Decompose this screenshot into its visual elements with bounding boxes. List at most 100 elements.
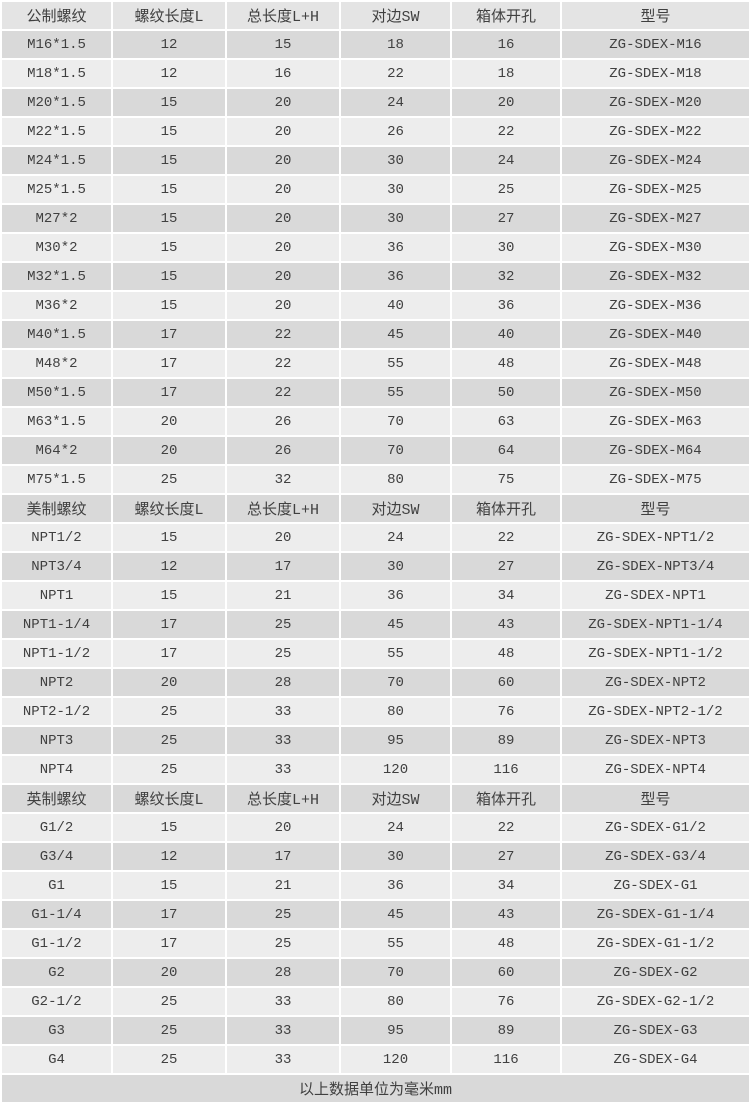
- value-cell: 34: [452, 872, 560, 899]
- value-cell: 15: [113, 872, 225, 899]
- value-cell: 22: [227, 321, 339, 348]
- value-cell: 18: [452, 60, 560, 87]
- value-cell: 116: [452, 1046, 560, 1073]
- thread-size-cell: M50*1.5: [2, 379, 111, 406]
- value-cell: 76: [452, 988, 560, 1015]
- value-cell: 22: [227, 350, 339, 377]
- value-cell: 15: [113, 176, 225, 203]
- value-cell: 25: [227, 640, 339, 667]
- column-header: 螺纹长度L: [113, 785, 225, 812]
- spec-row: M48*2 17 22 55 48 ZG-SDEX-M48: [2, 350, 749, 377]
- value-cell: 89: [452, 1017, 560, 1044]
- value-cell: 33: [227, 756, 339, 783]
- value-cell: 120: [341, 756, 450, 783]
- thread-size-cell: NPT4: [2, 756, 111, 783]
- value-cell: 22: [452, 118, 560, 145]
- spec-row: NPT1 15 21 36 34 ZG-SDEX-NPT1: [2, 582, 749, 609]
- value-cell: 30: [341, 205, 450, 232]
- value-cell: 17: [227, 553, 339, 580]
- value-cell: 17: [227, 843, 339, 870]
- column-header: 型号: [562, 495, 749, 522]
- value-cell: 27: [452, 205, 560, 232]
- thread-size-cell: NPT1: [2, 582, 111, 609]
- spec-row: NPT2-1/2 25 33 80 76 ZG-SDEX-NPT2-1/2: [2, 698, 749, 725]
- thread-size-cell: G1-1/2: [2, 930, 111, 957]
- value-cell: 20: [227, 814, 339, 841]
- value-cell: 20: [113, 437, 225, 464]
- spec-row: M63*1.5 20 26 70 63 ZG-SDEX-M63: [2, 408, 749, 435]
- column-header: 箱体开孔: [452, 2, 560, 29]
- value-cell: 80: [341, 988, 450, 1015]
- value-cell: 20: [227, 89, 339, 116]
- spec-row: M22*1.5 15 20 26 22 ZG-SDEX-M22: [2, 118, 749, 145]
- spec-row: M30*2 15 20 36 30 ZG-SDEX-M30: [2, 234, 749, 261]
- value-cell: 17: [113, 379, 225, 406]
- column-header: 英制螺纹: [2, 785, 111, 812]
- value-cell: 80: [341, 466, 450, 493]
- spec-row: M24*1.5 15 20 30 24 ZG-SDEX-M24: [2, 147, 749, 174]
- value-cell: 20: [113, 669, 225, 696]
- value-cell: 22: [341, 60, 450, 87]
- model-cell: ZG-SDEX-G4: [562, 1046, 749, 1073]
- column-header: 总长度L+H: [227, 495, 339, 522]
- value-cell: 12: [113, 843, 225, 870]
- thread-size-cell: NPT2: [2, 669, 111, 696]
- value-cell: 25: [113, 466, 225, 493]
- column-header: 美制螺纹: [2, 495, 111, 522]
- spec-row: NPT3/4 12 17 30 27 ZG-SDEX-NPT3/4: [2, 553, 749, 580]
- value-cell: 43: [452, 901, 560, 928]
- value-cell: 21: [227, 872, 339, 899]
- thread-size-cell: M36*2: [2, 292, 111, 319]
- model-cell: ZG-SDEX-NPT1: [562, 582, 749, 609]
- value-cell: 22: [452, 814, 560, 841]
- value-cell: 15: [113, 89, 225, 116]
- model-cell: ZG-SDEX-G1/2: [562, 814, 749, 841]
- value-cell: 48: [452, 350, 560, 377]
- value-cell: 25: [227, 930, 339, 957]
- value-cell: 89: [452, 727, 560, 754]
- spec-row: G3/4 12 17 30 27 ZG-SDEX-G3/4: [2, 843, 749, 870]
- model-cell: ZG-SDEX-M22: [562, 118, 749, 145]
- value-cell: 45: [341, 901, 450, 928]
- spec-row: NPT1-1/2 17 25 55 48 ZG-SDEX-NPT1-1/2: [2, 640, 749, 667]
- model-cell: ZG-SDEX-G1-1/4: [562, 901, 749, 928]
- value-cell: 17: [113, 321, 225, 348]
- value-cell: 25: [113, 1046, 225, 1073]
- value-cell: 25: [113, 1017, 225, 1044]
- value-cell: 15: [113, 524, 225, 551]
- value-cell: 17: [113, 930, 225, 957]
- thread-size-cell: G1/2: [2, 814, 111, 841]
- column-header: 对边SW: [341, 785, 450, 812]
- value-cell: 116: [452, 756, 560, 783]
- model-cell: ZG-SDEX-G2-1/2: [562, 988, 749, 1015]
- model-cell: ZG-SDEX-NPT2: [562, 669, 749, 696]
- value-cell: 20: [227, 234, 339, 261]
- value-cell: 36: [452, 292, 560, 319]
- value-cell: 33: [227, 988, 339, 1015]
- value-cell: 15: [113, 234, 225, 261]
- value-cell: 30: [341, 843, 450, 870]
- column-header: 总长度L+H: [227, 785, 339, 812]
- spec-row: G4 25 33 120 116 ZG-SDEX-G4: [2, 1046, 749, 1073]
- column-header: 型号: [562, 2, 749, 29]
- model-cell: ZG-SDEX-G3/4: [562, 843, 749, 870]
- model-cell: ZG-SDEX-NPT1/2: [562, 524, 749, 551]
- value-cell: 17: [113, 901, 225, 928]
- model-cell: ZG-SDEX-NPT3: [562, 727, 749, 754]
- value-cell: 40: [452, 321, 560, 348]
- value-cell: 20: [227, 147, 339, 174]
- thread-size-cell: G4: [2, 1046, 111, 1073]
- value-cell: 27: [452, 553, 560, 580]
- model-cell: ZG-SDEX-M48: [562, 350, 749, 377]
- model-cell: ZG-SDEX-NPT1-1/4: [562, 611, 749, 638]
- model-cell: ZG-SDEX-NPT3/4: [562, 553, 749, 580]
- column-header: 型号: [562, 785, 749, 812]
- model-cell: ZG-SDEX-G2: [562, 959, 749, 986]
- value-cell: 17: [113, 350, 225, 377]
- column-header: 对边SW: [341, 495, 450, 522]
- value-cell: 24: [341, 89, 450, 116]
- model-cell: ZG-SDEX-M36: [562, 292, 749, 319]
- spec-row: G2 20 28 70 60 ZG-SDEX-G2: [2, 959, 749, 986]
- model-cell: ZG-SDEX-M30: [562, 234, 749, 261]
